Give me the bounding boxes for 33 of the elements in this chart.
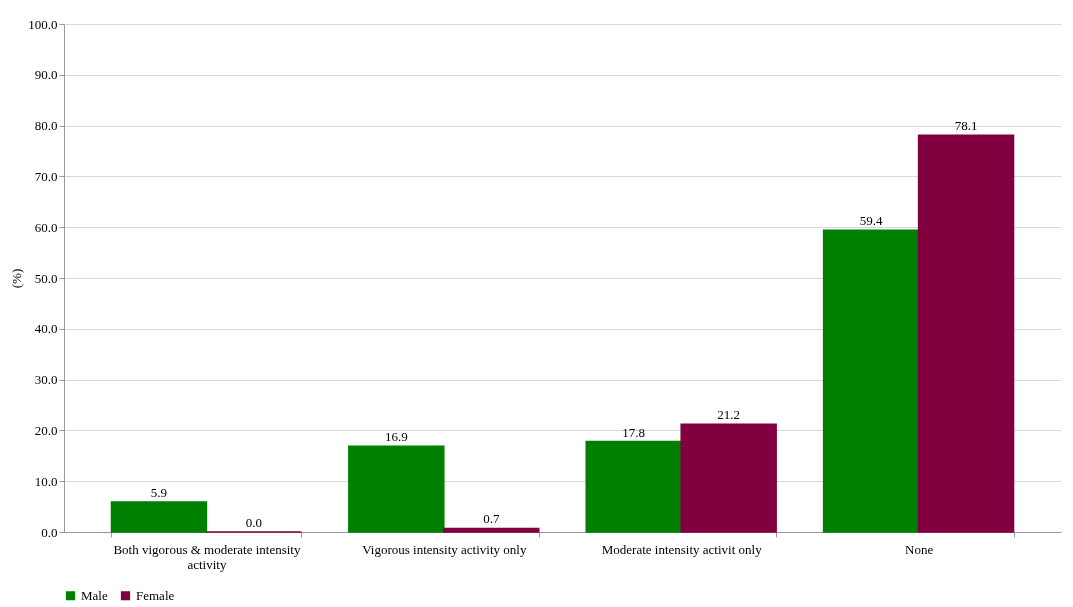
text: 90.0 — [34, 67, 58, 83]
data-label: 78.1 — [954, 118, 978, 134]
bar — [822, 229, 920, 533]
legend-label: Male — [81, 587, 108, 603]
legend-label: Female — [136, 587, 175, 603]
bar — [680, 423, 777, 533]
text: 100.0 — [28, 16, 58, 32]
x-tick-label: Vigorous intensity activity only — [362, 541, 527, 557]
text: 40.0 — [34, 321, 58, 337]
data-label: 0.0 — [245, 515, 263, 530]
y-axis-title: (%) — [9, 268, 25, 289]
text: 30.0 — [34, 372, 58, 388]
text: 80.0 — [34, 118, 58, 134]
bar — [443, 527, 540, 533]
data-label: 5.9 — [150, 485, 168, 501]
bar — [917, 134, 1015, 533]
x-tick-label: Both vigorous & moderate intensity activity — [113, 541, 301, 572]
data-label: 0.7 — [483, 511, 500, 527]
data-label: 21.2 — [717, 407, 741, 423]
data-label: 16.9 — [384, 429, 408, 445]
x-tick-label: Moderate intensity activit only — [601, 541, 763, 557]
bar — [348, 445, 445, 533]
text: 10.0 — [34, 473, 58, 489]
text: 70.0 — [34, 168, 58, 184]
text: 0.0 — [41, 524, 58, 540]
text: 20.0 — [34, 422, 58, 438]
data-label: 59.4 — [859, 213, 883, 229]
x-tick-label: None — [904, 541, 934, 557]
bar — [585, 440, 682, 533]
text: 50.0 — [34, 270, 58, 286]
text: 60.0 — [34, 219, 58, 235]
data-label: 17.8 — [622, 424, 646, 440]
bar — [110, 501, 208, 533]
